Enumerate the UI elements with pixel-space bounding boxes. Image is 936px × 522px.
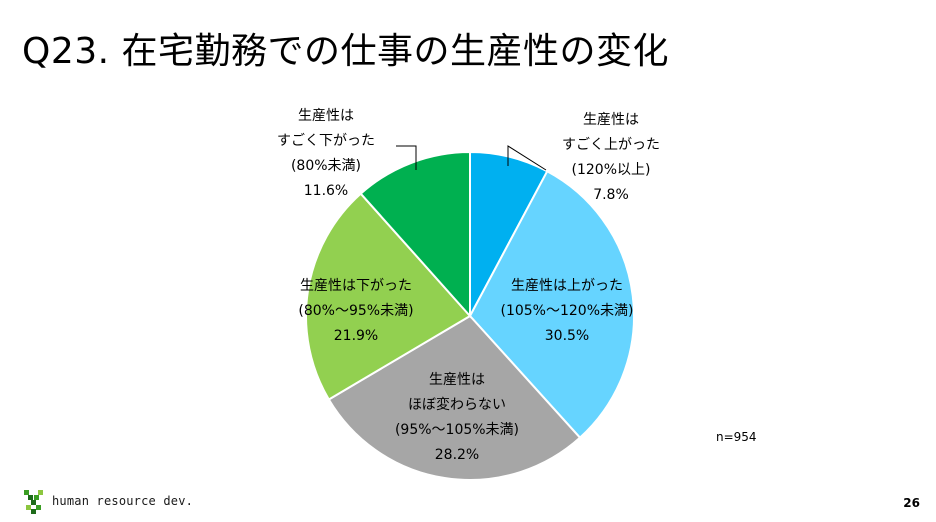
pie-slice [305,192,472,401]
leader-lines [396,145,547,171]
slice-value-label: 30.5% [545,328,589,344]
leader-line [507,145,547,171]
slice-category-label: (120%以上) [572,162,651,178]
leader-line [396,145,417,170]
slice-category-label: 生産性は下がった [300,278,412,294]
slice-category-label: 生産性は [583,112,639,128]
slice-category-label: 生産性は [298,108,354,124]
slice-value-label: 7.8% [593,187,629,203]
slice-category-label: ほぼ変わらない [408,396,506,413]
slice-category-label: (105%～120%未満) [501,303,634,319]
page-title: Q23. 在宅勤務での仕事の生産性の変化 [22,31,670,72]
logo-mark-icon [24,490,43,514]
slice-labels: 生産性はすごく上がった(120%以上)7.8%生産性は上がった(105%～120… [277,108,660,463]
slice-category-label: (95%～105%未満) [395,422,519,438]
slice-value-label: 21.9% [334,328,378,344]
slice-category-label: すごく下がった [277,133,375,149]
slice-category-label: すごく上がった [562,137,660,153]
slice-value-label: 11.6% [304,183,348,199]
sample-size-note: n=954 [716,430,757,444]
logo-text: human resource dev. [52,494,194,508]
pie-slice [359,150,471,319]
pie-slice [327,314,582,481]
pie-slice [468,169,635,440]
slice-category-label: 生産性は上がった [511,278,623,294]
slice-category-label: 生産性は [429,372,485,388]
slice-category-label: (80%未満) [291,158,361,174]
company-logo: human resource dev. [22,488,193,514]
pie-slices [305,150,635,481]
slice-value-label: 28.2% [435,447,479,463]
page-number: 26 [903,496,920,510]
slice-category-label: (80%～95%未満) [298,303,413,319]
